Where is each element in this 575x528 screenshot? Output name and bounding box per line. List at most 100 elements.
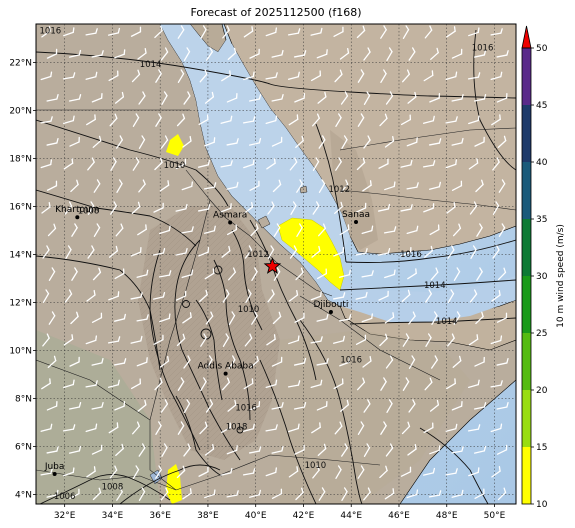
wind-barb xyxy=(470,245,477,259)
wind-barb xyxy=(362,180,372,192)
wind-barb xyxy=(293,357,307,366)
wind-barb xyxy=(137,399,147,412)
wind-barb xyxy=(182,135,192,148)
wind-barb xyxy=(400,114,412,126)
wind-barb xyxy=(91,93,103,103)
city-dot xyxy=(75,215,80,220)
city-dot xyxy=(228,220,233,225)
wind-barb xyxy=(490,423,503,433)
wind-barb xyxy=(68,402,82,410)
wind-barb xyxy=(423,115,435,124)
wind-barb xyxy=(430,267,439,281)
wind-barb xyxy=(220,160,233,168)
wind-barb xyxy=(181,181,194,191)
wind-barb xyxy=(430,47,439,60)
wind-barb xyxy=(138,487,146,501)
wind-barb xyxy=(155,69,162,83)
wind-barb xyxy=(317,91,327,104)
wind-barb xyxy=(363,399,371,413)
wind-barb xyxy=(452,355,462,368)
wind-barb xyxy=(289,157,298,171)
wind-barb xyxy=(153,202,164,213)
wind-barb xyxy=(203,182,217,190)
wind-barb xyxy=(250,223,259,237)
wind-barb xyxy=(363,47,371,61)
wind-barb xyxy=(110,201,117,215)
wind-barb xyxy=(197,204,211,212)
wind-barb xyxy=(473,94,487,102)
wind-barb xyxy=(176,113,186,127)
wind-barb xyxy=(199,289,208,302)
longitude-tick-label: 44°E xyxy=(340,511,362,521)
gridlines xyxy=(36,24,516,504)
wind-barb xyxy=(87,157,95,171)
wind-barb xyxy=(402,377,410,391)
wind-barb xyxy=(132,421,140,435)
wind-barb xyxy=(318,135,326,149)
wind-barb xyxy=(42,245,50,259)
wind-barb xyxy=(431,355,438,369)
city-label: Khartoum xyxy=(55,205,99,215)
wind-barb xyxy=(467,424,481,432)
map-title: Forecast of 2025112500 (f168) xyxy=(190,6,362,19)
wind-barb xyxy=(160,399,169,413)
wind-barb xyxy=(226,138,239,146)
wind-barb xyxy=(311,422,321,434)
wind-barb xyxy=(474,488,485,499)
wind-barb xyxy=(384,312,395,324)
wind-barb xyxy=(406,182,419,190)
wind-barb xyxy=(401,421,411,435)
wind-barb xyxy=(70,179,79,193)
wind-barb xyxy=(356,377,366,391)
wind-barb xyxy=(115,443,124,456)
colorbar-segment xyxy=(522,276,531,333)
wind-barb xyxy=(272,311,282,325)
wind-barb xyxy=(161,443,168,457)
map-area: 1014 1016 1016 1010 1008 1012 1012 1016 1014 1014… xyxy=(36,24,516,504)
wind-barb xyxy=(312,113,320,127)
wind-barb xyxy=(496,357,509,366)
wind-barb xyxy=(113,358,127,366)
wind-barb xyxy=(68,49,82,58)
wind-barb xyxy=(496,402,509,410)
wind-barb xyxy=(312,157,320,171)
wind-barb xyxy=(451,137,464,146)
wind-barb xyxy=(357,465,365,479)
wind-barb xyxy=(294,444,305,455)
wind-barb xyxy=(265,27,278,37)
wind-barb xyxy=(70,311,79,325)
wind-barb xyxy=(130,335,143,344)
wind-barb xyxy=(243,201,254,214)
colorbar-tick-label: 30 xyxy=(536,272,548,282)
wind-barb xyxy=(131,69,141,83)
wind-barb xyxy=(71,267,78,281)
wind-barb xyxy=(176,333,186,347)
wind-barb xyxy=(384,269,396,279)
isobar-label: 1016 xyxy=(472,43,494,53)
wind-barb xyxy=(244,333,253,347)
wind-barb xyxy=(476,223,483,237)
wind-barb xyxy=(379,113,388,127)
wind-barb xyxy=(265,379,278,389)
wind-barb xyxy=(181,226,194,234)
wind-barb xyxy=(453,311,461,325)
wind-barb xyxy=(108,291,120,301)
wind-barb xyxy=(289,245,298,259)
wind-barb xyxy=(310,70,322,82)
wind-barb xyxy=(176,465,186,479)
wind-barb xyxy=(445,423,458,432)
latitude-tick-label: 8°N xyxy=(15,394,32,404)
wind-barb xyxy=(115,223,124,237)
wind-barb xyxy=(469,289,478,303)
longitude-tick-label: 50°E xyxy=(484,511,506,521)
wind-barb xyxy=(491,466,501,478)
wind-barb xyxy=(379,465,388,479)
wind-barb xyxy=(63,158,74,170)
wind-barb xyxy=(355,248,368,256)
colorbar-segment xyxy=(522,219,531,276)
wind-barb xyxy=(288,423,300,433)
wind-barb xyxy=(245,289,252,303)
longitude-tick-label: 46°E xyxy=(388,511,410,521)
wind-barb xyxy=(175,203,188,212)
